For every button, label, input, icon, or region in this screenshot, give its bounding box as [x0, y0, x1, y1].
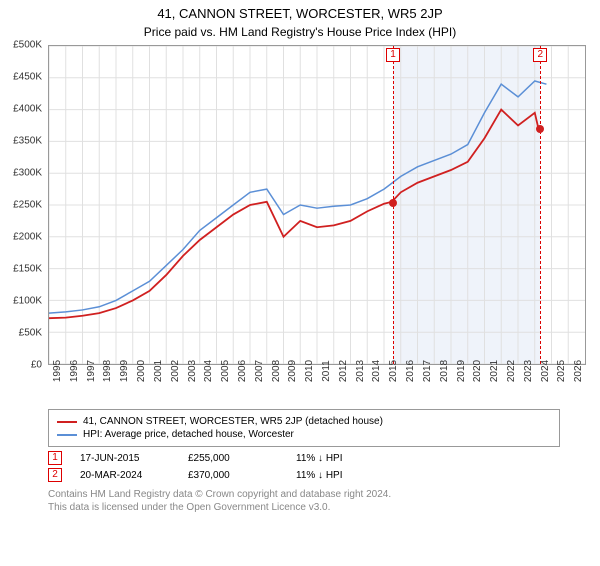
x-tick-label: 2001: [153, 360, 164, 382]
y-tick-label: £500K: [13, 40, 42, 51]
sale-row: 2 20-MAR-2024 £370,000 11% ↓ HPI: [48, 468, 560, 482]
x-tick-label: 2023: [523, 360, 534, 382]
x-tick-label: 2010: [304, 360, 315, 382]
sale-date: 20-MAR-2024: [80, 470, 170, 481]
plot-area: 12: [48, 45, 586, 365]
sale-marker-dot: [536, 125, 544, 133]
y-tick-label: £450K: [13, 72, 42, 83]
footer-line-1: Contains HM Land Registry data © Crown c…: [48, 488, 560, 501]
x-tick-label: 2014: [371, 360, 382, 382]
sale-row: 1 17-JUN-2015 £255,000 11% ↓ HPI: [48, 451, 560, 465]
x-tick-label: 2025: [556, 360, 567, 382]
y-axis-labels: £0£50K£100K£150K£200K£250K£300K£350K£400…: [0, 45, 44, 365]
sale-marker-dot: [389, 199, 397, 207]
x-tick-label: 2003: [187, 360, 198, 382]
legend-item: HPI: Average price, detached house, Worc…: [57, 429, 551, 440]
x-tick-label: 2024: [540, 360, 551, 382]
y-tick-label: £50K: [19, 328, 42, 339]
x-tick-label: 2004: [203, 360, 214, 382]
y-tick-label: £0: [31, 360, 42, 371]
sale-marker-line: [540, 46, 541, 364]
x-tick-label: 1997: [86, 360, 97, 382]
footer-attribution: Contains HM Land Registry data © Crown c…: [48, 488, 560, 514]
x-tick-label: 2015: [388, 360, 399, 382]
x-tick-label: 2008: [271, 360, 282, 382]
sale-price: £255,000: [188, 453, 278, 464]
x-tick-label: 1998: [102, 360, 113, 382]
chart-subtitle: Price paid vs. HM Land Registry's House …: [0, 25, 600, 39]
footer-line-2: This data is licensed under the Open Gov…: [48, 501, 560, 514]
chart-area: £0 £50K £100K £150K £200K £250K £300K £350K £400…: [0, 45, 600, 405]
x-tick-label: 2007: [254, 360, 265, 382]
x-tick-label: 1999: [119, 360, 130, 382]
sale-marker-label: 2: [533, 48, 547, 62]
x-tick-label: 2020: [472, 360, 483, 382]
x-tick-label: 2021: [489, 360, 500, 382]
sale-row-marker: 1: [48, 451, 62, 465]
x-tick-label: 2019: [456, 360, 467, 382]
x-axis-labels: 1995199619971998199920002001200220032004…: [48, 369, 586, 405]
chart-title: 41, CANNON STREET, WORCESTER, WR5 2JP: [0, 6, 600, 21]
x-tick-label: 2022: [506, 360, 517, 382]
x-tick-label: 2006: [237, 360, 248, 382]
legend-swatch: [57, 421, 77, 423]
sales-table: 1 17-JUN-2015 £255,000 11% ↓ HPI 2 20-MAR-202…: [48, 451, 560, 482]
x-tick-label: 2017: [422, 360, 433, 382]
sale-delta: 11% ↓ HPI: [296, 470, 386, 481]
x-tick-label: 2000: [136, 360, 147, 382]
sale-delta: 11% ↓ HPI: [296, 453, 386, 464]
x-tick-label: 2013: [355, 360, 366, 382]
y-tick-label: £300K: [13, 168, 42, 179]
sale-row-marker: 2: [48, 468, 62, 482]
x-tick-label: 1996: [69, 360, 80, 382]
y-tick-label: £400K: [13, 104, 42, 115]
y-tick-label: £100K: [13, 296, 42, 307]
x-tick-label: 2005: [220, 360, 231, 382]
sale-price: £370,000: [188, 470, 278, 481]
x-tick-label: 1995: [52, 360, 63, 382]
y-tick-label: £250K: [13, 200, 42, 211]
sale-date: 17-JUN-2015: [80, 453, 170, 464]
x-tick-label: 2002: [170, 360, 181, 382]
y-tick-label: £350K: [13, 136, 42, 147]
x-tick-label: 2026: [573, 360, 584, 382]
y-tick-label: £200K: [13, 232, 42, 243]
legend-item: 41, CANNON STREET, WORCESTER, WR5 2JP (d…: [57, 416, 551, 427]
legend: 41, CANNON STREET, WORCESTER, WR5 2JP (d…: [48, 409, 560, 447]
x-tick-label: 2011: [321, 360, 332, 382]
legend-label: HPI: Average price, detached house, Worc…: [83, 429, 294, 440]
x-tick-label: 2009: [287, 360, 298, 382]
sale-marker-label: 1: [386, 48, 400, 62]
y-tick-label: £150K: [13, 264, 42, 275]
grid-and-series: [49, 46, 585, 364]
legend-label: 41, CANNON STREET, WORCESTER, WR5 2JP (d…: [83, 416, 383, 427]
x-tick-label: 2016: [405, 360, 416, 382]
x-tick-label: 2018: [439, 360, 450, 382]
legend-swatch: [57, 434, 77, 436]
x-tick-label: 2012: [338, 360, 349, 382]
